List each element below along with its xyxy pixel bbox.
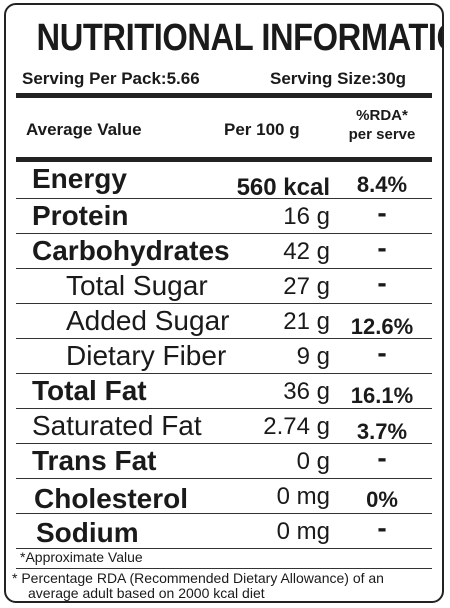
row-divider — [16, 548, 432, 549]
row-divider — [16, 233, 432, 234]
nutrient-name: Cholesterol — [34, 483, 189, 514]
label-title: NUTRITIONAL INFORMATION — [36, 17, 444, 59]
column-header-rda-line1: %RDA* — [356, 107, 408, 124]
nutrient-name: Carbohydrates — [32, 235, 230, 266]
nutrient-name: Sodium — [36, 517, 139, 548]
table-row: Protein 16 g - — [6, 197, 442, 234]
row-divider — [16, 338, 432, 339]
column-header-average: Average Value — [26, 120, 142, 139]
nutrient-name: Added Sugar — [66, 305, 230, 336]
nutrient-name: Total Sugar — [66, 270, 208, 301]
table-row: Added Sugar 21 g 12.6% — [6, 304, 442, 339]
column-header-rda-line2: per serve — [348, 126, 416, 143]
nutrient-rda: - — [377, 267, 387, 298]
row-divider — [16, 373, 432, 374]
header-rule — [16, 93, 432, 98]
row-divider — [16, 303, 432, 304]
nutrient-rda: - — [377, 197, 387, 228]
nutrient-value: 9 g — [296, 343, 330, 370]
nutrient-value: 16 g — [283, 203, 330, 230]
nutrient-rda: 3.7% — [356, 419, 408, 444]
row-divider — [16, 443, 432, 444]
column-header-rda: %RDA* per serve — [342, 106, 422, 144]
nutrient-name: Trans Fat — [32, 445, 157, 476]
nutrient-rda: 0% — [366, 487, 398, 512]
row-divider — [16, 408, 432, 409]
row-divider — [16, 198, 432, 199]
nutrient-value: 2.74 g — [263, 413, 330, 440]
nutrient-name: Energy — [32, 163, 127, 194]
rda-footnote-line2: average adult based on 2000 kcal diet — [28, 585, 265, 601]
nutrient-value: 27 g — [283, 273, 330, 300]
table-row: Cholesterol 0 mg 0% — [6, 479, 442, 514]
rda-footnote-line1: * Percentage RDA (Recommended Dietary Al… — [12, 570, 384, 586]
table-row: Trans Fat 0 g - — [6, 442, 442, 479]
approx-footnote: *Approximate Value — [20, 549, 143, 565]
table-row: Saturated Fat 2.74 g 3.7% — [6, 409, 442, 444]
serving-per-pack: Serving Per Pack:5.66 — [22, 69, 200, 88]
nutrient-value: 0 mg — [276, 483, 330, 510]
nutrient-name: Protein — [32, 200, 129, 231]
nutrition-label: NUTRITIONAL INFORMATION Serving Per Pack… — [4, 3, 444, 603]
table-row: Total Fat 36 g 16.1% — [6, 374, 442, 409]
column-header-per100: Per 100 g — [224, 120, 300, 139]
table-row: Dietary Fiber 9 g - — [6, 337, 442, 374]
rda-footnote: * Percentage RDA (Recommended Dietary Al… — [12, 571, 442, 601]
nutrient-rda: - — [377, 232, 387, 263]
nutrient-value: 560 kcal — [236, 174, 330, 201]
nutrient-rda: 12.6% — [350, 314, 414, 339]
table-top-rule — [16, 157, 432, 162]
nutrient-name: Dietary Fiber — [66, 340, 227, 371]
nutrient-value: 0 mg — [276, 518, 330, 545]
nutrient-rda: 16.1% — [350, 383, 414, 408]
table-row: Total Sugar 27 g - — [6, 267, 442, 304]
table-row: Sodium 0 mg - — [6, 512, 442, 549]
nutrient-rda: 8.4% — [356, 172, 408, 197]
row-divider — [16, 478, 432, 479]
row-divider — [16, 268, 432, 269]
footnote-divider — [16, 568, 432, 569]
table-row: Carbohydrates 42 g - — [6, 232, 442, 269]
nutrient-value: 42 g — [283, 238, 330, 265]
nutrient-name: Saturated Fat — [32, 410, 202, 441]
nutrient-rda: - — [377, 442, 387, 473]
nutrient-value: 0 g — [296, 448, 330, 475]
row-divider — [16, 513, 432, 514]
nutrient-name: Total Fat — [32, 375, 147, 406]
nutrient-rda: - — [377, 512, 387, 543]
nutrient-value: 21 g — [283, 308, 330, 335]
nutrient-rda: - — [377, 337, 387, 368]
serving-size: Serving Size:30g — [270, 69, 407, 88]
nutrient-value: 36 g — [283, 378, 330, 405]
table-row: Energy 560 kcal 8.4% — [6, 162, 442, 201]
